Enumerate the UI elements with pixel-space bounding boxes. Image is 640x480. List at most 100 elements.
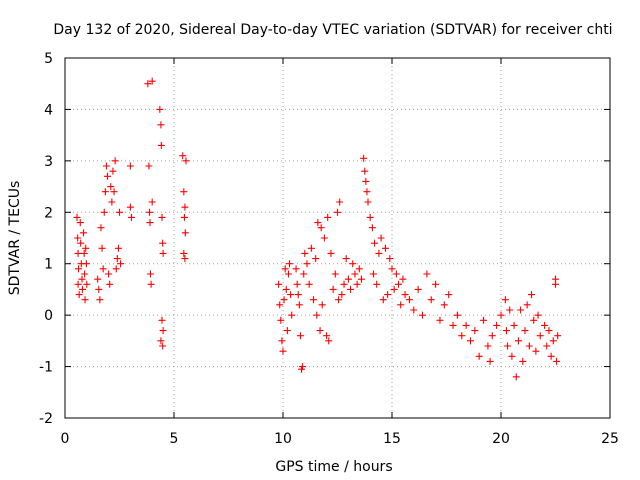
- data-point: [286, 260, 294, 268]
- data-point: [528, 291, 536, 299]
- data-point: [94, 275, 102, 283]
- data-point: [98, 244, 106, 252]
- data-point: [419, 311, 427, 319]
- x-tick-label: 15: [383, 431, 401, 447]
- data-point: [541, 321, 549, 329]
- data-point: [368, 224, 376, 232]
- data-point: [117, 260, 125, 268]
- data-point: [369, 270, 377, 278]
- data-point: [480, 316, 488, 324]
- data-point: [146, 270, 154, 278]
- data-point: [517, 306, 525, 314]
- data-point: [502, 327, 510, 335]
- data-point: [80, 229, 88, 237]
- data-point: [126, 162, 134, 170]
- data-point: [521, 327, 529, 335]
- data-point: [335, 296, 343, 304]
- data-point: [371, 239, 379, 247]
- data-point: [436, 316, 444, 324]
- data-point: [336, 198, 344, 206]
- data-point: [366, 213, 374, 221]
- x-tick-label: 5: [170, 431, 179, 447]
- data-point: [106, 280, 114, 288]
- data-point: [514, 337, 522, 345]
- data-point: [381, 244, 389, 252]
- data-point: [116, 208, 123, 216]
- data-point: [179, 152, 187, 160]
- y-tick-label: 2: [44, 205, 53, 221]
- data-point: [504, 342, 512, 350]
- data-point: [493, 321, 501, 329]
- data-point: [148, 198, 156, 206]
- data-point: [104, 172, 112, 180]
- data-point: [148, 77, 156, 85]
- data-point: [340, 280, 348, 288]
- plot-frame: [64, 57, 611, 419]
- data-point: [338, 291, 346, 299]
- data-point: [83, 280, 91, 288]
- x-tick-label: 25: [601, 431, 619, 447]
- data-point: [334, 208, 341, 216]
- data-point: [519, 357, 527, 365]
- data-point: [427, 296, 435, 304]
- data-point: [109, 167, 117, 175]
- data-point: [110, 188, 118, 196]
- data-point: [181, 203, 189, 211]
- data-point: [423, 270, 431, 278]
- data-point: [157, 121, 165, 129]
- y-tick-label: 3: [44, 154, 53, 170]
- x-tick-labels: 0 5 10 15 20 25: [61, 431, 619, 447]
- data-point: [399, 275, 407, 283]
- data-point: [295, 301, 303, 309]
- data-point: [74, 234, 82, 242]
- data-point: [386, 255, 394, 263]
- data-point: [157, 337, 165, 345]
- data-point: [278, 337, 286, 345]
- data-point: [310, 296, 318, 304]
- x-tick-label: 0: [61, 431, 70, 447]
- data-point: [314, 219, 322, 227]
- x-axis-label: GPS time / hours: [275, 459, 392, 475]
- data-point: [405, 296, 413, 304]
- data-point: [384, 291, 392, 299]
- data-point: [288, 311, 296, 319]
- data-point: [280, 296, 288, 304]
- data-point: [126, 203, 134, 211]
- data-point: [432, 280, 440, 288]
- data-point: [543, 342, 551, 350]
- data-point: [281, 265, 289, 273]
- data-point: [532, 347, 540, 355]
- data-point: [75, 291, 83, 299]
- data-point: [373, 280, 381, 288]
- data-point: [159, 249, 167, 257]
- y-tick-label: 4: [44, 102, 53, 118]
- y-tick-label: 0: [44, 308, 53, 324]
- data-point: [414, 285, 422, 293]
- data-point: [377, 234, 385, 242]
- data-point: [159, 239, 167, 247]
- data-point: [351, 270, 359, 278]
- data-point: [313, 311, 321, 319]
- data-point: [75, 265, 83, 273]
- data-point: [536, 332, 544, 340]
- data-point: [82, 260, 90, 268]
- y-axis-label: SDTVAR / TECUs: [7, 181, 23, 296]
- data-point: [95, 285, 103, 293]
- data-point: [112, 265, 120, 273]
- axis-ticks: [64, 57, 611, 419]
- data-point: [357, 275, 365, 283]
- data-point: [317, 224, 325, 232]
- data-point: [78, 285, 86, 293]
- data-point: [105, 270, 113, 278]
- data-point: [145, 162, 153, 170]
- data-point: [158, 316, 166, 324]
- data-point: [182, 157, 190, 165]
- data-point: [159, 327, 167, 335]
- data-point: [97, 224, 105, 232]
- data-point: [484, 342, 492, 350]
- data-point: [180, 213, 188, 221]
- data-point: [523, 301, 531, 309]
- data-point: [275, 280, 283, 288]
- data-point: [325, 337, 333, 345]
